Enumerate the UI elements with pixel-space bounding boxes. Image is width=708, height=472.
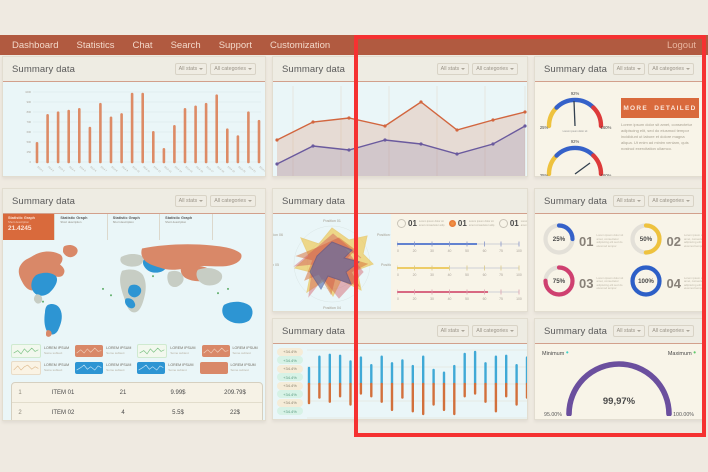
svg-text:30: 30	[430, 297, 434, 301]
svg-text:2014-20: 2014-20	[237, 165, 246, 173]
svg-text:75%: 75%	[553, 278, 566, 285]
svg-text:20: 20	[413, 273, 417, 277]
svg-text:75: 75	[499, 297, 503, 301]
svg-text:2014-4: 2014-4	[68, 165, 76, 173]
svg-text:2014-21: 2014-21	[248, 165, 257, 173]
svg-text:100: 100	[516, 273, 522, 277]
svg-text:500: 500	[27, 140, 32, 144]
svg-text:2014-1: 2014-1	[36, 165, 44, 173]
svg-text:Position 05: Position 05	[273, 263, 279, 267]
svg-text:2014-17: 2014-17	[205, 165, 214, 173]
svg-text:25%: 25%	[553, 236, 566, 243]
svg-text:40: 40	[448, 249, 452, 253]
svg-text:1000: 1000	[25, 90, 31, 94]
svg-text:Position 01: Position 01	[323, 219, 341, 223]
svg-text:2014-16: 2014-16	[195, 165, 204, 173]
svg-text:30: 30	[430, 273, 434, 277]
svg-text:100: 100	[516, 297, 522, 301]
svg-text:2014-22: 2014-22	[258, 165, 265, 173]
svg-text:99,97%: 99,97%	[603, 396, 636, 407]
svg-text:Position 06: Position 06	[273, 233, 283, 237]
svg-text:25%: 25%	[540, 173, 549, 176]
svg-text:2014-19: 2014-19	[227, 165, 236, 173]
svg-text:10: 10	[397, 297, 399, 301]
svg-text:600: 600	[27, 130, 32, 134]
svg-text:2014-10: 2014-10	[131, 165, 140, 173]
svg-text:50%: 50%	[640, 236, 653, 243]
svg-text:2014-12: 2014-12	[153, 165, 162, 173]
svg-text:2014-2: 2014-2	[47, 165, 55, 173]
svg-text:900: 900	[27, 100, 32, 104]
svg-text:60: 60	[483, 249, 487, 253]
svg-text:2014-5: 2014-5	[79, 165, 87, 173]
svg-text:Position 04: Position 04	[323, 306, 341, 310]
svg-text:60: 60	[483, 273, 487, 277]
svg-text:40: 40	[448, 297, 452, 301]
svg-text:2014-3: 2014-3	[57, 165, 65, 173]
svg-text:75: 75	[499, 273, 503, 277]
svg-text:60: 60	[483, 297, 487, 301]
svg-text:95,00%: 95,00%	[544, 412, 562, 416]
svg-text:40: 40	[448, 273, 452, 277]
svg-text:50: 50	[465, 273, 469, 277]
svg-text:100,00%: 100,00%	[673, 412, 694, 416]
svg-text:2014-11: 2014-11	[142, 165, 151, 173]
svg-text:2014-13: 2014-13	[163, 165, 172, 173]
svg-text:92%: 92%	[571, 139, 580, 144]
svg-text:10: 10	[397, 273, 399, 277]
svg-text:2014-7: 2014-7	[100, 165, 108, 173]
svg-text:2014-6: 2014-6	[89, 165, 97, 173]
svg-text:Position 02: Position 02	[377, 233, 391, 237]
svg-text:10: 10	[397, 249, 399, 253]
svg-text:2014-14: 2014-14	[174, 165, 183, 173]
svg-text:50: 50	[465, 297, 469, 301]
svg-text:Position 03: Position 03	[381, 263, 391, 267]
svg-text:75: 75	[499, 249, 503, 253]
svg-text:100: 100	[516, 249, 522, 253]
svg-text:160%: 160%	[601, 125, 612, 130]
svg-text:Lorem ipsum dolor sit: Lorem ipsum dolor sit	[563, 129, 588, 133]
svg-text:2014-9: 2014-9	[121, 165, 129, 173]
svg-text:2014-15: 2014-15	[184, 165, 193, 173]
svg-text:100%: 100%	[639, 278, 655, 285]
svg-text:2014-8: 2014-8	[110, 165, 118, 173]
svg-text:250: 250	[27, 150, 32, 154]
svg-text:700: 700	[27, 120, 32, 124]
svg-text:30: 30	[430, 249, 434, 253]
svg-text:0: 0	[30, 160, 32, 164]
svg-text:160%: 160%	[601, 173, 612, 176]
svg-text:25%: 25%	[540, 125, 549, 130]
svg-text:92%: 92%	[571, 91, 580, 96]
svg-text:20: 20	[413, 249, 417, 253]
svg-text:20: 20	[413, 297, 417, 301]
svg-text:800: 800	[27, 110, 32, 114]
svg-text:50: 50	[465, 249, 469, 253]
svg-text:2014-18: 2014-18	[216, 165, 225, 173]
